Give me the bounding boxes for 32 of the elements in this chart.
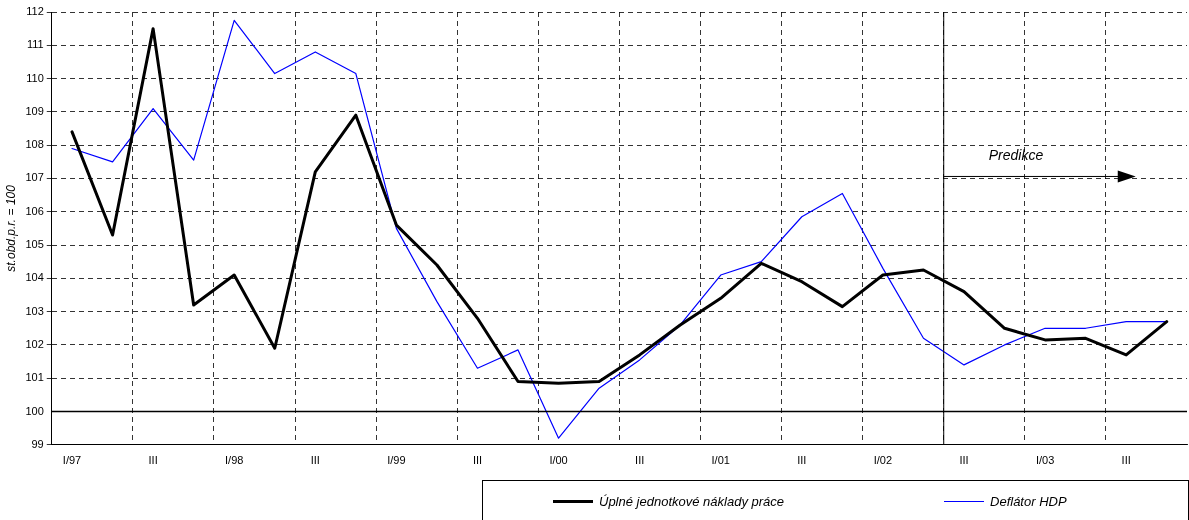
y-tick-label: 102 (25, 337, 44, 350)
y-tick-label: 103 (25, 304, 44, 317)
y-tick-label: 112 (26, 5, 44, 18)
y-tick-label: 101 (25, 371, 44, 384)
y-axis-title: st.obd.p.r. = 100 (3, 184, 18, 272)
x-tick-label: I/03 (1035, 454, 1055, 467)
y-tick-label: 107 (25, 171, 44, 184)
x-tick-label: I/98 (225, 454, 244, 467)
y-tick-label: 110 (26, 71, 44, 84)
y-tick-label: 100 (25, 404, 44, 417)
x-tick-label: I/97 (62, 454, 82, 467)
x-tick-label: III (635, 454, 645, 467)
x-tick-label: III (1121, 454, 1131, 467)
y-tick-label: 108 (25, 138, 44, 151)
x-tick-label: III (148, 454, 158, 467)
y-tick-label: 106 (25, 204, 44, 217)
legend-label: Úplné jednotkové náklady práce (599, 493, 785, 509)
x-tick-label: I/01 (711, 454, 730, 467)
x-tick-label: I/02 (873, 454, 893, 467)
y-tick-label: 104 (25, 271, 44, 284)
x-tick-label: III (310, 454, 320, 467)
x-tick-label: III (472, 454, 483, 467)
legend-label: Deflátor HDP (990, 493, 1067, 509)
annotation: Predikce (988, 147, 1044, 164)
x-tick-label: III (797, 454, 807, 467)
y-tick-label: 99 (31, 437, 44, 450)
x-tick-label: I/99 (387, 454, 406, 467)
x-tick-label: III (959, 454, 969, 467)
y-tick-label: 105 (25, 238, 44, 251)
x-tick-label: I/00 (549, 454, 568, 467)
y-tick-label: 111 (27, 38, 44, 51)
y-tick-label: 109 (25, 104, 44, 117)
